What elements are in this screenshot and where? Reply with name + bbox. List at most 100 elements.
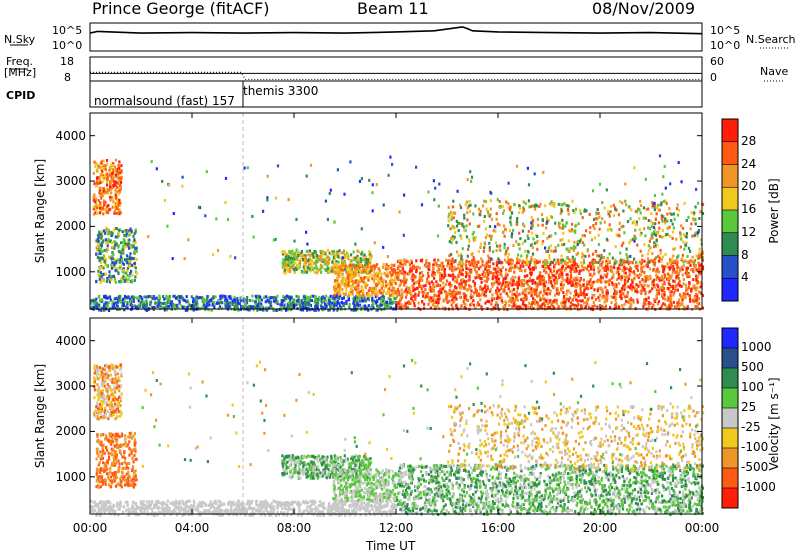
scatter-cell	[274, 237, 277, 241]
scatter-cell	[621, 268, 624, 272]
scatter-cell	[354, 242, 357, 246]
scatter-cell	[125, 229, 128, 232]
scatter-cell	[130, 244, 133, 247]
scatter-cell	[101, 298, 104, 302]
scatter-cell	[105, 280, 108, 283]
scatter-cell	[661, 255, 664, 259]
scatter-cell	[113, 184, 116, 188]
scatter-cell	[126, 301, 129, 305]
scatter-cell	[382, 245, 385, 249]
scatter-cell	[92, 212, 96, 216]
scatter-cell	[419, 259, 422, 263]
scatter-cell	[651, 306, 654, 310]
scatter-cell	[453, 299, 456, 303]
scatter-cell	[626, 256, 629, 260]
scatter-cell	[653, 227, 656, 231]
scatter-cell	[231, 303, 234, 306]
scatter-cell	[326, 261, 329, 265]
scatter-cell	[128, 229, 131, 233]
scatter-cell	[107, 237, 110, 241]
scatter-cell	[470, 179, 473, 183]
scatter-cell	[609, 306, 612, 309]
scatter-cell	[510, 235, 513, 239]
scatter-cell	[662, 199, 665, 203]
scatter-cell	[299, 308, 302, 312]
scatter-cell	[352, 284, 355, 288]
scatter-cell	[316, 259, 319, 263]
scatter-cell	[485, 279, 488, 283]
scatter-cell	[566, 256, 569, 260]
scatter-cell	[617, 270, 620, 274]
scatter-cell	[481, 273, 484, 276]
scatter-cell	[118, 183, 121, 187]
scatter-cell	[486, 285, 489, 289]
scatter-cell	[530, 294, 533, 298]
scatter-cell	[641, 254, 644, 258]
scatter-cell	[683, 247, 686, 251]
scatter-cell	[357, 297, 361, 301]
scatter-cell	[356, 254, 359, 258]
scatter-cell	[685, 241, 688, 245]
scatter-cell	[349, 284, 352, 288]
scatter-cell	[561, 237, 564, 241]
scatter-cell	[474, 204, 477, 208]
scatter-cell	[129, 246, 132, 250]
scatter-cell	[523, 303, 526, 307]
scatter-cell	[406, 306, 410, 310]
scatter-cell	[475, 261, 478, 264]
scatter-cell	[111, 184, 114, 187]
scatter-cell	[124, 276, 127, 280]
scatter-cell	[483, 264, 486, 268]
scatter-cell	[361, 250, 364, 254]
scatter-cell	[432, 289, 435, 293]
scatter-cell	[308, 249, 312, 253]
scatter-cell	[591, 284, 594, 288]
scatter-cell	[378, 277, 381, 281]
scatter-cell	[647, 260, 651, 264]
scatter-cell	[619, 290, 622, 294]
scatter-cell	[668, 207, 671, 211]
scatter-cell	[421, 258, 424, 262]
scatter-cell	[408, 263, 412, 267]
scatter-cell	[368, 178, 371, 182]
scatter-cell	[551, 261, 554, 265]
scatter-cell	[677, 276, 680, 280]
scatter-cell	[420, 270, 424, 274]
nsky-tick-bottom: 10^0	[52, 39, 83, 52]
scatter-cell	[609, 227, 612, 231]
scatter-cell	[224, 176, 228, 180]
scatter-cell	[672, 279, 675, 283]
scatter-cell	[518, 242, 521, 246]
scatter-cell	[193, 305, 196, 309]
scatter-cell	[496, 293, 499, 297]
scatter-cell	[592, 224, 595, 227]
scatter-cell	[475, 270, 478, 274]
scatter-cell	[408, 270, 411, 274]
scatter-cell	[108, 208, 111, 212]
scatter-cell	[388, 284, 391, 288]
scatter-cell	[696, 286, 699, 290]
scatter-cell	[107, 211, 110, 215]
scatter-cell	[155, 296, 158, 300]
scatter-cell	[372, 278, 375, 282]
scatter-cell	[669, 276, 672, 280]
scatter-cell	[632, 300, 635, 304]
scatter-cell	[589, 265, 592, 269]
scatter-cell	[135, 257, 138, 261]
scatter-cell	[526, 254, 529, 258]
scatter-cell	[488, 248, 491, 252]
scatter-cell	[481, 291, 484, 295]
scatter-cell	[373, 267, 376, 271]
scatter-cell	[549, 299, 552, 302]
scatter-cell	[668, 288, 671, 292]
scatter-cell	[587, 296, 590, 300]
scatter-cell	[697, 297, 701, 300]
scatter-cell	[167, 305, 170, 309]
scatter-cell	[548, 275, 551, 279]
scatter-cell	[654, 222, 657, 226]
scatter-cell	[358, 266, 361, 270]
scatter-cell	[496, 270, 500, 274]
scatter-cell	[110, 257, 113, 261]
scatter-cell	[656, 283, 659, 287]
scatter-cell	[172, 294, 175, 298]
